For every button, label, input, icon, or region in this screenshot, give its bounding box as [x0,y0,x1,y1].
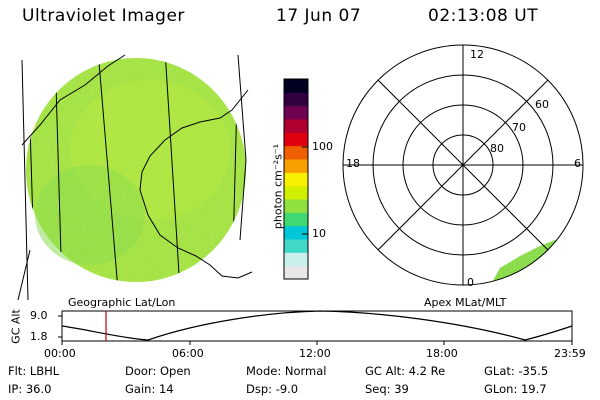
info-glon: GLon: 19.7 [484,382,547,396]
colorbar-ticks [302,146,308,235]
info-dsp: Dsp: -9.0 [246,382,299,396]
info-ip: IP: 36.0 [8,382,52,396]
colorbar-unit-label: photon cm⁻²s⁻¹ [271,143,285,230]
colorbar-segment [284,239,308,253]
colorbar-segment [284,132,308,147]
info-gc-alt: GC Alt: 4.2 Re [365,364,446,378]
polar-lat-80: 80 [490,142,504,155]
timeline-ytick-high: 9.0 [30,309,48,322]
info-gain: Gain: 14 [125,382,174,396]
timeline-xtick-3: 18:00 [426,347,458,360]
timeline-xtick-4: 23:59 [554,347,586,360]
orbit-altitude-plot [58,310,573,345]
info-flt: Flt: LBHL [8,364,60,378]
timeline-axis-label: GC Alt [9,309,23,344]
info-glat: GLat: -35.5 [484,364,549,378]
polar-mlt-0: 0 [467,276,474,289]
polar-mlt-18: 18 [346,157,360,170]
left-panel-label: Geographic Lat/Lon [68,296,176,309]
colorbar-segment [284,105,308,120]
colorbar-segment [284,159,308,173]
colorbar-segment [284,119,308,133]
colorbar-segment [284,79,308,93]
polar-mlt-12: 12 [470,48,484,61]
earth-disk-image [17,54,253,301]
polar-panel-label: Apex MLat/MLT [424,296,507,309]
timeline-xtick-2: 12:00 [299,347,331,360]
colorbar-tick-10: 10 [312,227,326,240]
polar-lat-70: 70 [512,121,526,134]
timeline-xtick-0: 00:00 [44,347,76,360]
polar-mlt-6: 6 [574,157,581,170]
info-door: Door: Open [125,364,191,378]
polar-lat-60: 60 [535,98,549,111]
colorbar-segment [284,265,308,280]
colorbar-segment [284,145,308,160]
timeline-ytick-low: 1.8 [30,330,48,343]
colorbar-segment [284,185,308,200]
colorbar-segment [284,252,308,267]
info-seq: Seq: 39 [365,382,409,396]
colorbar-tick-100: 100 [312,140,333,153]
colorbar [284,79,308,280]
colorbar-segment [284,172,308,187]
polar-plot [342,44,584,286]
colorbar-segment [284,212,308,227]
app-title: Ultraviolet Imager [22,6,185,26]
colorbar-segment [284,199,308,213]
colorbar-segment [284,92,308,107]
info-mode: Mode: Normal [246,364,327,378]
altitude-curve [61,310,573,341]
date-label: 17 Jun 07 [276,6,362,26]
time-label: 02:13:08 UT [428,6,539,26]
timeline-xtick-1: 06:00 [172,347,204,360]
coastline [21,54,253,279]
colorbar-segment [284,225,308,240]
